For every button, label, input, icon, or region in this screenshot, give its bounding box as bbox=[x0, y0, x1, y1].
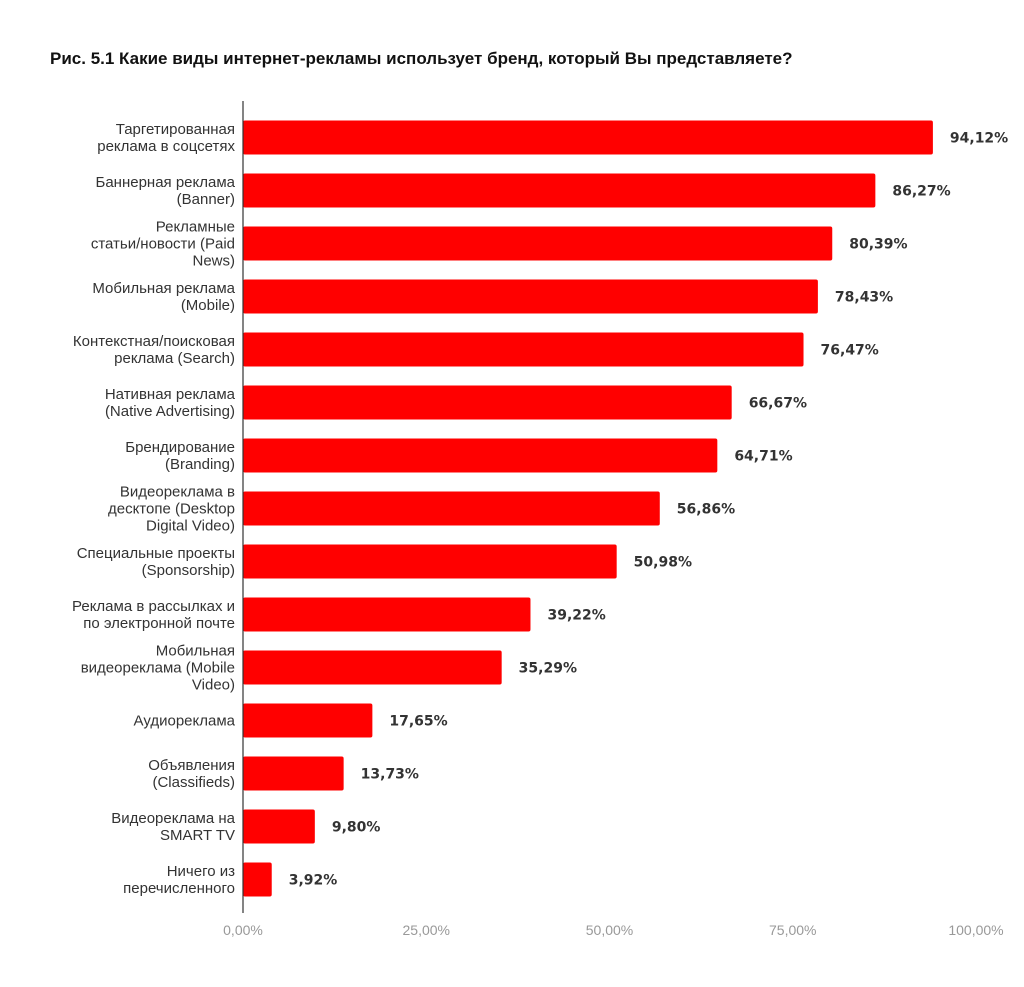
bar-5 bbox=[243, 332, 804, 367]
category-label-12: Аудиореклама bbox=[134, 713, 236, 730]
value-label-10: 39,22% bbox=[547, 608, 605, 624]
category-label-4: Мобильная реклама (Mobile) bbox=[92, 280, 235, 314]
x-tick-label-4: 75,00% bbox=[769, 922, 816, 938]
value-label-1: 94,12% bbox=[950, 131, 1008, 147]
value-labels: 94,12% 86,27% 80,39% 78,43% 76,47% 66,67% 64,7… bbox=[289, 131, 1008, 889]
x-tick-label-5: 100,00% bbox=[948, 922, 1003, 938]
bar-4 bbox=[243, 279, 818, 314]
bar-6 bbox=[243, 385, 732, 420]
category-label-6: Нативная реклама (Native Advertising) bbox=[105, 386, 236, 420]
x-tick-label-2: 25,00% bbox=[403, 922, 450, 938]
category-labels: Таргетированная реклама в соцсетях Баннерн… bbox=[72, 121, 236, 897]
value-label-15: 3,92% bbox=[289, 873, 338, 889]
category-label-10: Реклама в рассылках и по электронной почт… bbox=[72, 598, 235, 632]
bar-3 bbox=[243, 226, 833, 261]
value-label-2: 86,27% bbox=[892, 184, 950, 200]
value-label-6: 66,67% bbox=[749, 396, 807, 412]
category-label-2: Баннерная реклама (Banner) bbox=[95, 174, 235, 208]
chart-title: Рис. 5.1 Какие виды интернет-рекламы исп… bbox=[50, 49, 793, 68]
value-label-12: 17,65% bbox=[389, 714, 447, 730]
category-label-14: Видеореклама на SMART TV bbox=[111, 810, 235, 844]
value-label-3: 80,39% bbox=[849, 237, 907, 253]
bar-11 bbox=[243, 650, 502, 685]
category-label-15: Ничего из перечисленного bbox=[123, 863, 235, 897]
value-label-5: 76,47% bbox=[821, 343, 879, 359]
bar-12 bbox=[243, 703, 373, 738]
bar-2 bbox=[243, 173, 876, 208]
category-label-11: Мобильная видеореклама (Mobile Video) bbox=[81, 643, 235, 694]
bars-layer bbox=[243, 120, 933, 897]
category-label-7: Брендирование (Branding) bbox=[125, 439, 235, 473]
bar-7 bbox=[243, 438, 718, 473]
value-label-8: 56,86% bbox=[677, 502, 735, 518]
bar-13 bbox=[243, 756, 344, 791]
value-label-11: 35,29% bbox=[519, 661, 577, 677]
bar-14 bbox=[243, 809, 315, 844]
bar-8 bbox=[243, 491, 660, 526]
bar-9 bbox=[243, 544, 617, 579]
x-tick-label-1: 0,00% bbox=[223, 922, 263, 938]
value-label-13: 13,73% bbox=[361, 767, 419, 783]
category-label-8: Видеореклама в десктопе (Desktop Digital V… bbox=[108, 484, 235, 535]
bar-1 bbox=[243, 120, 933, 155]
value-label-7: 64,71% bbox=[734, 449, 792, 465]
category-label-9: Специальные проекты (Sponsorship) bbox=[77, 545, 235, 579]
category-label-1: Таргетированная реклама в соцсетях bbox=[97, 121, 235, 155]
category-label-3: Рекламные статьи/новости (Paid News) bbox=[91, 219, 235, 270]
x-tick-label-3: 50,00% bbox=[586, 922, 633, 938]
category-label-13: Объявления (Classifieds) bbox=[148, 757, 235, 791]
value-label-4: 78,43% bbox=[835, 290, 893, 306]
value-label-14: 9,80% bbox=[332, 820, 381, 836]
bar-15 bbox=[243, 862, 272, 897]
value-label-9: 50,98% bbox=[634, 555, 692, 571]
bar-10 bbox=[243, 597, 531, 632]
category-label-5: Контекстная/поисковая реклама (Search) bbox=[73, 333, 235, 367]
x-axis-ticks: 0,00% 25,00% 50,00% 75,00% 100,00% bbox=[223, 922, 1003, 938]
